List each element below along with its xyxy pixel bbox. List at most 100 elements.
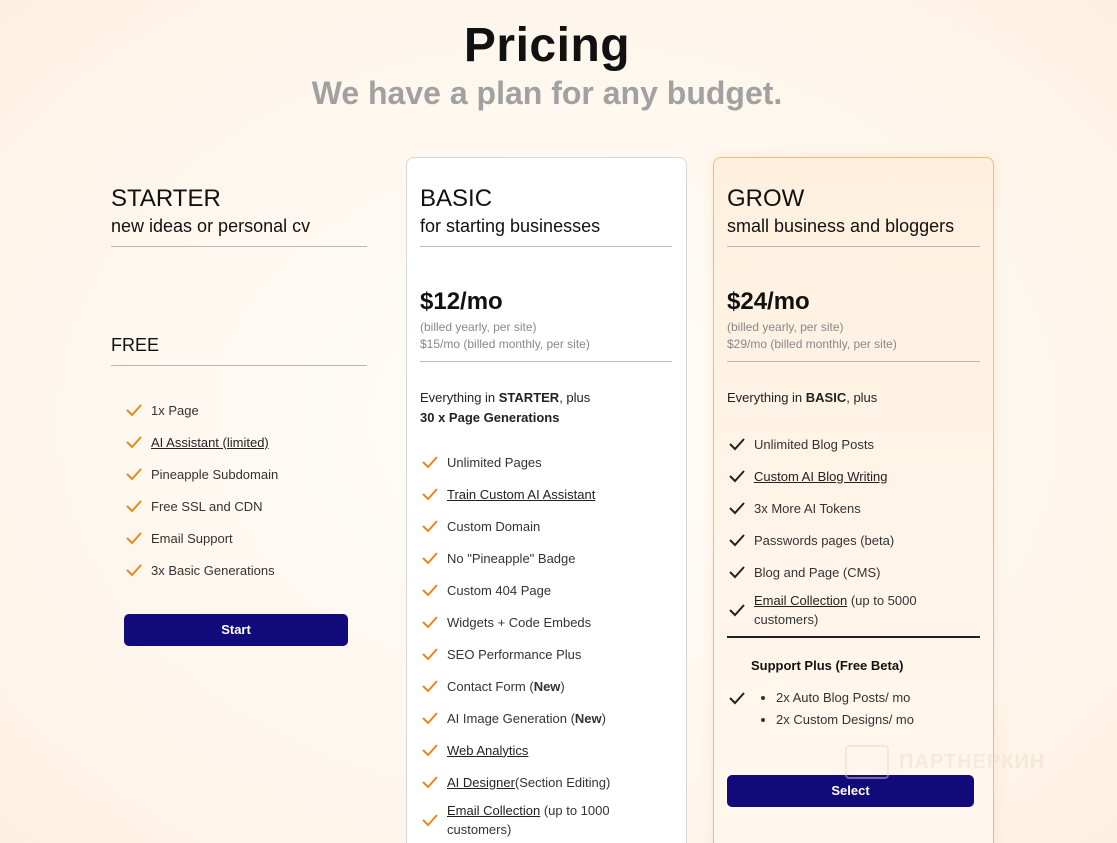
check-icon (126, 532, 142, 545)
feature-text: Pineapple Subdomain (151, 466, 279, 482)
watermark-text: ПАРТНЕРКИН (899, 750, 1046, 773)
feature-item: Web Analytics (420, 734, 672, 766)
feature-text: 1x Page (151, 402, 199, 418)
watermark-logo-icon (845, 745, 889, 779)
support-list: 2x Auto Blog Posts/ mo 2x Custom Designs… (727, 687, 980, 731)
plan-intro: Everything in BASIC, plus (727, 388, 980, 408)
feature-text-part: ) (560, 678, 565, 694)
check-icon (729, 470, 745, 483)
divider (727, 246, 980, 247)
feature-text: Widgets + Code Embeds (447, 614, 592, 630)
billing-note-yearly: (billed yearly, per site) (420, 320, 537, 334)
billing-note-monthly: $15/mo (billed monthly, per site) (420, 337, 590, 351)
feature-item: Email Support (124, 522, 367, 554)
feature-link[interactable]: Email Collection (754, 593, 848, 608)
plan-name: STARTER (111, 185, 221, 212)
divider (111, 365, 367, 366)
feature-text-part: (up to 1000 (540, 803, 610, 818)
check-icon (422, 616, 438, 629)
support-title: Support Plus (Free Beta) (751, 658, 904, 673)
divider (727, 636, 980, 638)
feature-text-part: ) (601, 710, 606, 726)
check-icon (422, 488, 438, 501)
feature-item: Train Custom AI Assistant (420, 478, 672, 510)
support-item: 2x Auto Blog Posts/ mo (776, 687, 914, 709)
feature-list: Unlimited Pages Train Custom AI Assistan… (420, 446, 672, 842)
check-icon (126, 404, 142, 417)
feature-item: AI Designer(Section Editing) (420, 766, 672, 798)
intro-plan: STARTER (498, 390, 560, 405)
feature-text: SEO Performance Plus (447, 646, 582, 662)
feature-item: AI Assistant (limited) (124, 426, 367, 458)
feature-text: 3x Basic Generations (151, 562, 275, 578)
select-button[interactable]: Select (727, 775, 974, 807)
feature-item: SEO Performance Plus (420, 638, 672, 670)
feature-item: 3x More AI Tokens (727, 492, 980, 524)
plan-intro: Everything in STARTER, plus 30 x Page Ge… (420, 388, 672, 428)
feature-text-part: (Section Editing) (514, 774, 611, 790)
plan-price: FREE (111, 335, 160, 355)
divider (111, 246, 367, 247)
intro-text: Everything in (727, 390, 806, 405)
feature-link[interactable]: AI Designer (447, 774, 515, 790)
plan-tagline: for starting businesses (420, 216, 601, 236)
feature-item: Widgets + Code Embeds (420, 606, 672, 638)
feature-item: Custom 404 Page (420, 574, 672, 606)
billing-note-yearly: (billed yearly, per site) (727, 320, 844, 334)
check-icon (422, 744, 438, 757)
hero: Pricing We have a plan for any budget. (0, 18, 1094, 112)
feature-text: Custom Domain (447, 518, 541, 534)
feature-text-part: customers) (447, 822, 512, 837)
intro-text: Everything in (420, 390, 499, 405)
check-icon (422, 520, 438, 533)
check-icon (422, 680, 438, 693)
plan-name: BASIC (420, 185, 493, 212)
intro-plan: BASIC (805, 390, 847, 405)
feature-text: Contact Form (New) (447, 677, 565, 696)
feature-item: Unlimited Blog Posts (727, 428, 980, 460)
check-icon (126, 564, 142, 577)
intro-text: , plus (846, 390, 878, 405)
check-icon (729, 534, 745, 547)
new-tag: New (533, 678, 561, 694)
check-icon (729, 502, 745, 515)
feature-link[interactable]: Train Custom AI Assistant (447, 486, 596, 502)
feature-item: Email Collection (up to 5000 customers) (727, 588, 980, 632)
check-icon (729, 566, 745, 579)
feature-text-part: (up to 5000 (847, 593, 917, 608)
feature-item: Custom Domain (420, 510, 672, 542)
plan-price: $12/mo (420, 288, 503, 315)
divider (727, 361, 980, 362)
feature-text-part: customers) (754, 612, 819, 627)
check-icon (422, 552, 438, 565)
check-icon (729, 438, 745, 451)
page-title: Pricing (463, 19, 631, 72)
check-icon (422, 456, 438, 469)
intro-text: , plus (559, 390, 591, 405)
feature-link[interactable]: Email Collection (447, 803, 541, 818)
feature-item: Custom AI Blog Writing (727, 460, 980, 492)
start-button[interactable]: Start (124, 614, 348, 646)
feature-text: AI Image Generation (New) (447, 709, 606, 728)
feature-text: No "Pineapple" Badge (447, 550, 576, 566)
divider (420, 361, 672, 362)
check-icon (422, 648, 438, 661)
feature-item: 1x Page (124, 394, 367, 426)
feature-list: Unlimited Blog Posts Custom AI Blog Writ… (727, 428, 980, 632)
support-items: 2x Auto Blog Posts/ mo 2x Custom Designs… (776, 687, 914, 731)
feature-link[interactable]: AI Assistant (limited) (151, 434, 269, 450)
feature-item: 3x Basic Generations (124, 554, 367, 586)
divider (420, 246, 672, 247)
billing-note-monthly: $29/mo (billed monthly, per site) (727, 337, 897, 351)
feature-text: Email Collection (up to 5000 customers) (754, 591, 917, 629)
feature-list: 1x Page AI Assistant (limited) Pineapple… (124, 394, 367, 586)
feature-text: Custom 404 Page (447, 582, 552, 598)
check-icon (729, 604, 745, 617)
feature-link[interactable]: Web Analytics (447, 742, 529, 758)
feature-text: Passwords pages (beta) (754, 532, 895, 548)
feature-text-part: Contact Form ( (447, 678, 534, 694)
feature-item: Pineapple Subdomain (124, 458, 367, 490)
feature-link[interactable]: Custom AI Blog Writing (754, 468, 888, 484)
plan-card-grow: GROW small business and bloggers $24/mo … (713, 157, 994, 843)
feature-text: Unlimited Blog Posts (754, 436, 874, 452)
